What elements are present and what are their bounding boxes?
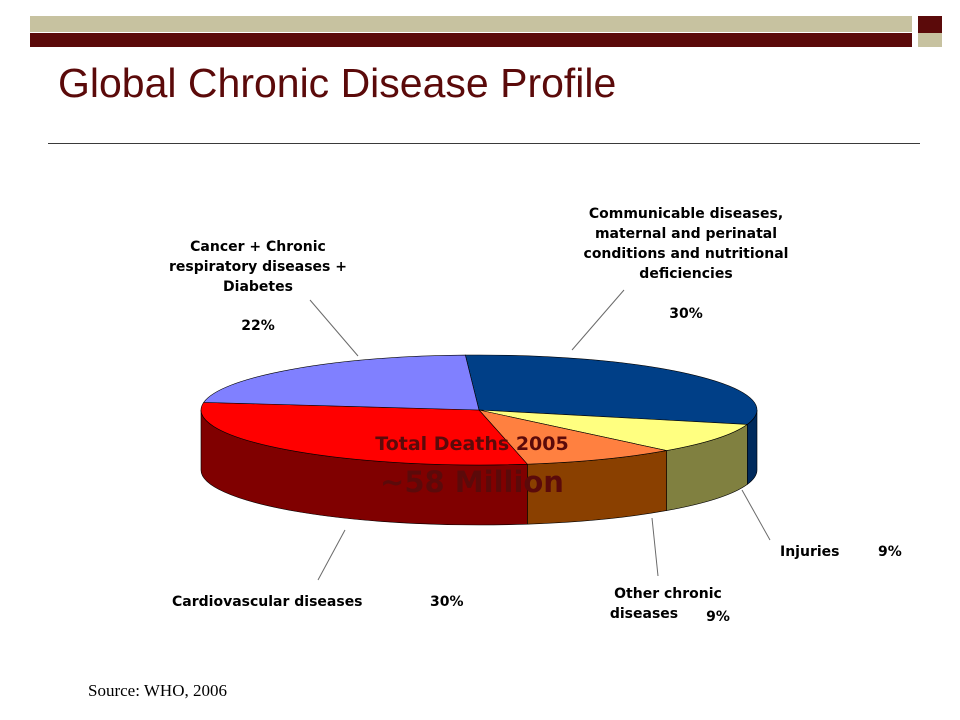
corner-square-light bbox=[918, 33, 942, 47]
slice-label-4-line-1: respiratory diseases + bbox=[169, 259, 347, 275]
slice-value-1: 9% bbox=[878, 544, 902, 560]
header-band-light bbox=[30, 16, 912, 32]
slice-value-0: 30% bbox=[669, 306, 703, 322]
pie-slice-4 bbox=[203, 354, 480, 411]
slice-label-3-line-0: Cardiovascular diseases bbox=[172, 594, 363, 610]
pie-sides bbox=[200, 409, 758, 526]
center-caption-line2: ~58 Million bbox=[380, 465, 564, 499]
title-divider bbox=[48, 143, 920, 144]
slice-label-0-line-0: Communicable diseases, bbox=[589, 206, 783, 222]
center-caption-line1: Total Deaths 2005 bbox=[375, 433, 568, 455]
leader-line-0 bbox=[571, 289, 625, 351]
pie-slice-0 bbox=[464, 354, 758, 425]
slice-label-4-line-2: Diabetes bbox=[223, 279, 293, 295]
slice-value-3: 30% bbox=[430, 594, 464, 610]
source-note: Source: WHO, 2006 bbox=[88, 681, 227, 700]
slice-value-4: 22% bbox=[241, 318, 275, 334]
slide-title: Global Chronic Disease Profile bbox=[58, 60, 617, 106]
header-band-dark bbox=[30, 33, 912, 47]
slice-label-0-line-2: conditions and nutritional bbox=[584, 246, 789, 262]
slice-label-0-line-1: maternal and perinatal bbox=[595, 226, 777, 242]
pie-slice-1 bbox=[478, 409, 749, 451]
pie-slice-2 bbox=[478, 409, 667, 465]
leader-lines bbox=[309, 289, 771, 581]
slice-label-4-line-0: Cancer + Chronic bbox=[190, 239, 326, 255]
leader-line-1 bbox=[741, 489, 771, 541]
slice-label-2-line-0: Other chronic bbox=[614, 586, 722, 602]
leader-line-2 bbox=[651, 517, 659, 577]
pie-slice-3 bbox=[200, 402, 529, 466]
leader-line-4 bbox=[309, 299, 359, 357]
slice-label-2-line-1: diseases bbox=[610, 606, 678, 622]
slice-value-2: 9% bbox=[706, 609, 730, 625]
corner-square-dark bbox=[918, 16, 942, 33]
slice-label-1-line-0: Injuries bbox=[780, 544, 839, 560]
leader-line-3 bbox=[317, 529, 346, 581]
slice-label-0-line-3: deficiencies bbox=[639, 266, 732, 282]
pie-tops bbox=[200, 354, 758, 466]
slice-labels: Communicable diseases, maternal and perin… bbox=[169, 206, 902, 625]
